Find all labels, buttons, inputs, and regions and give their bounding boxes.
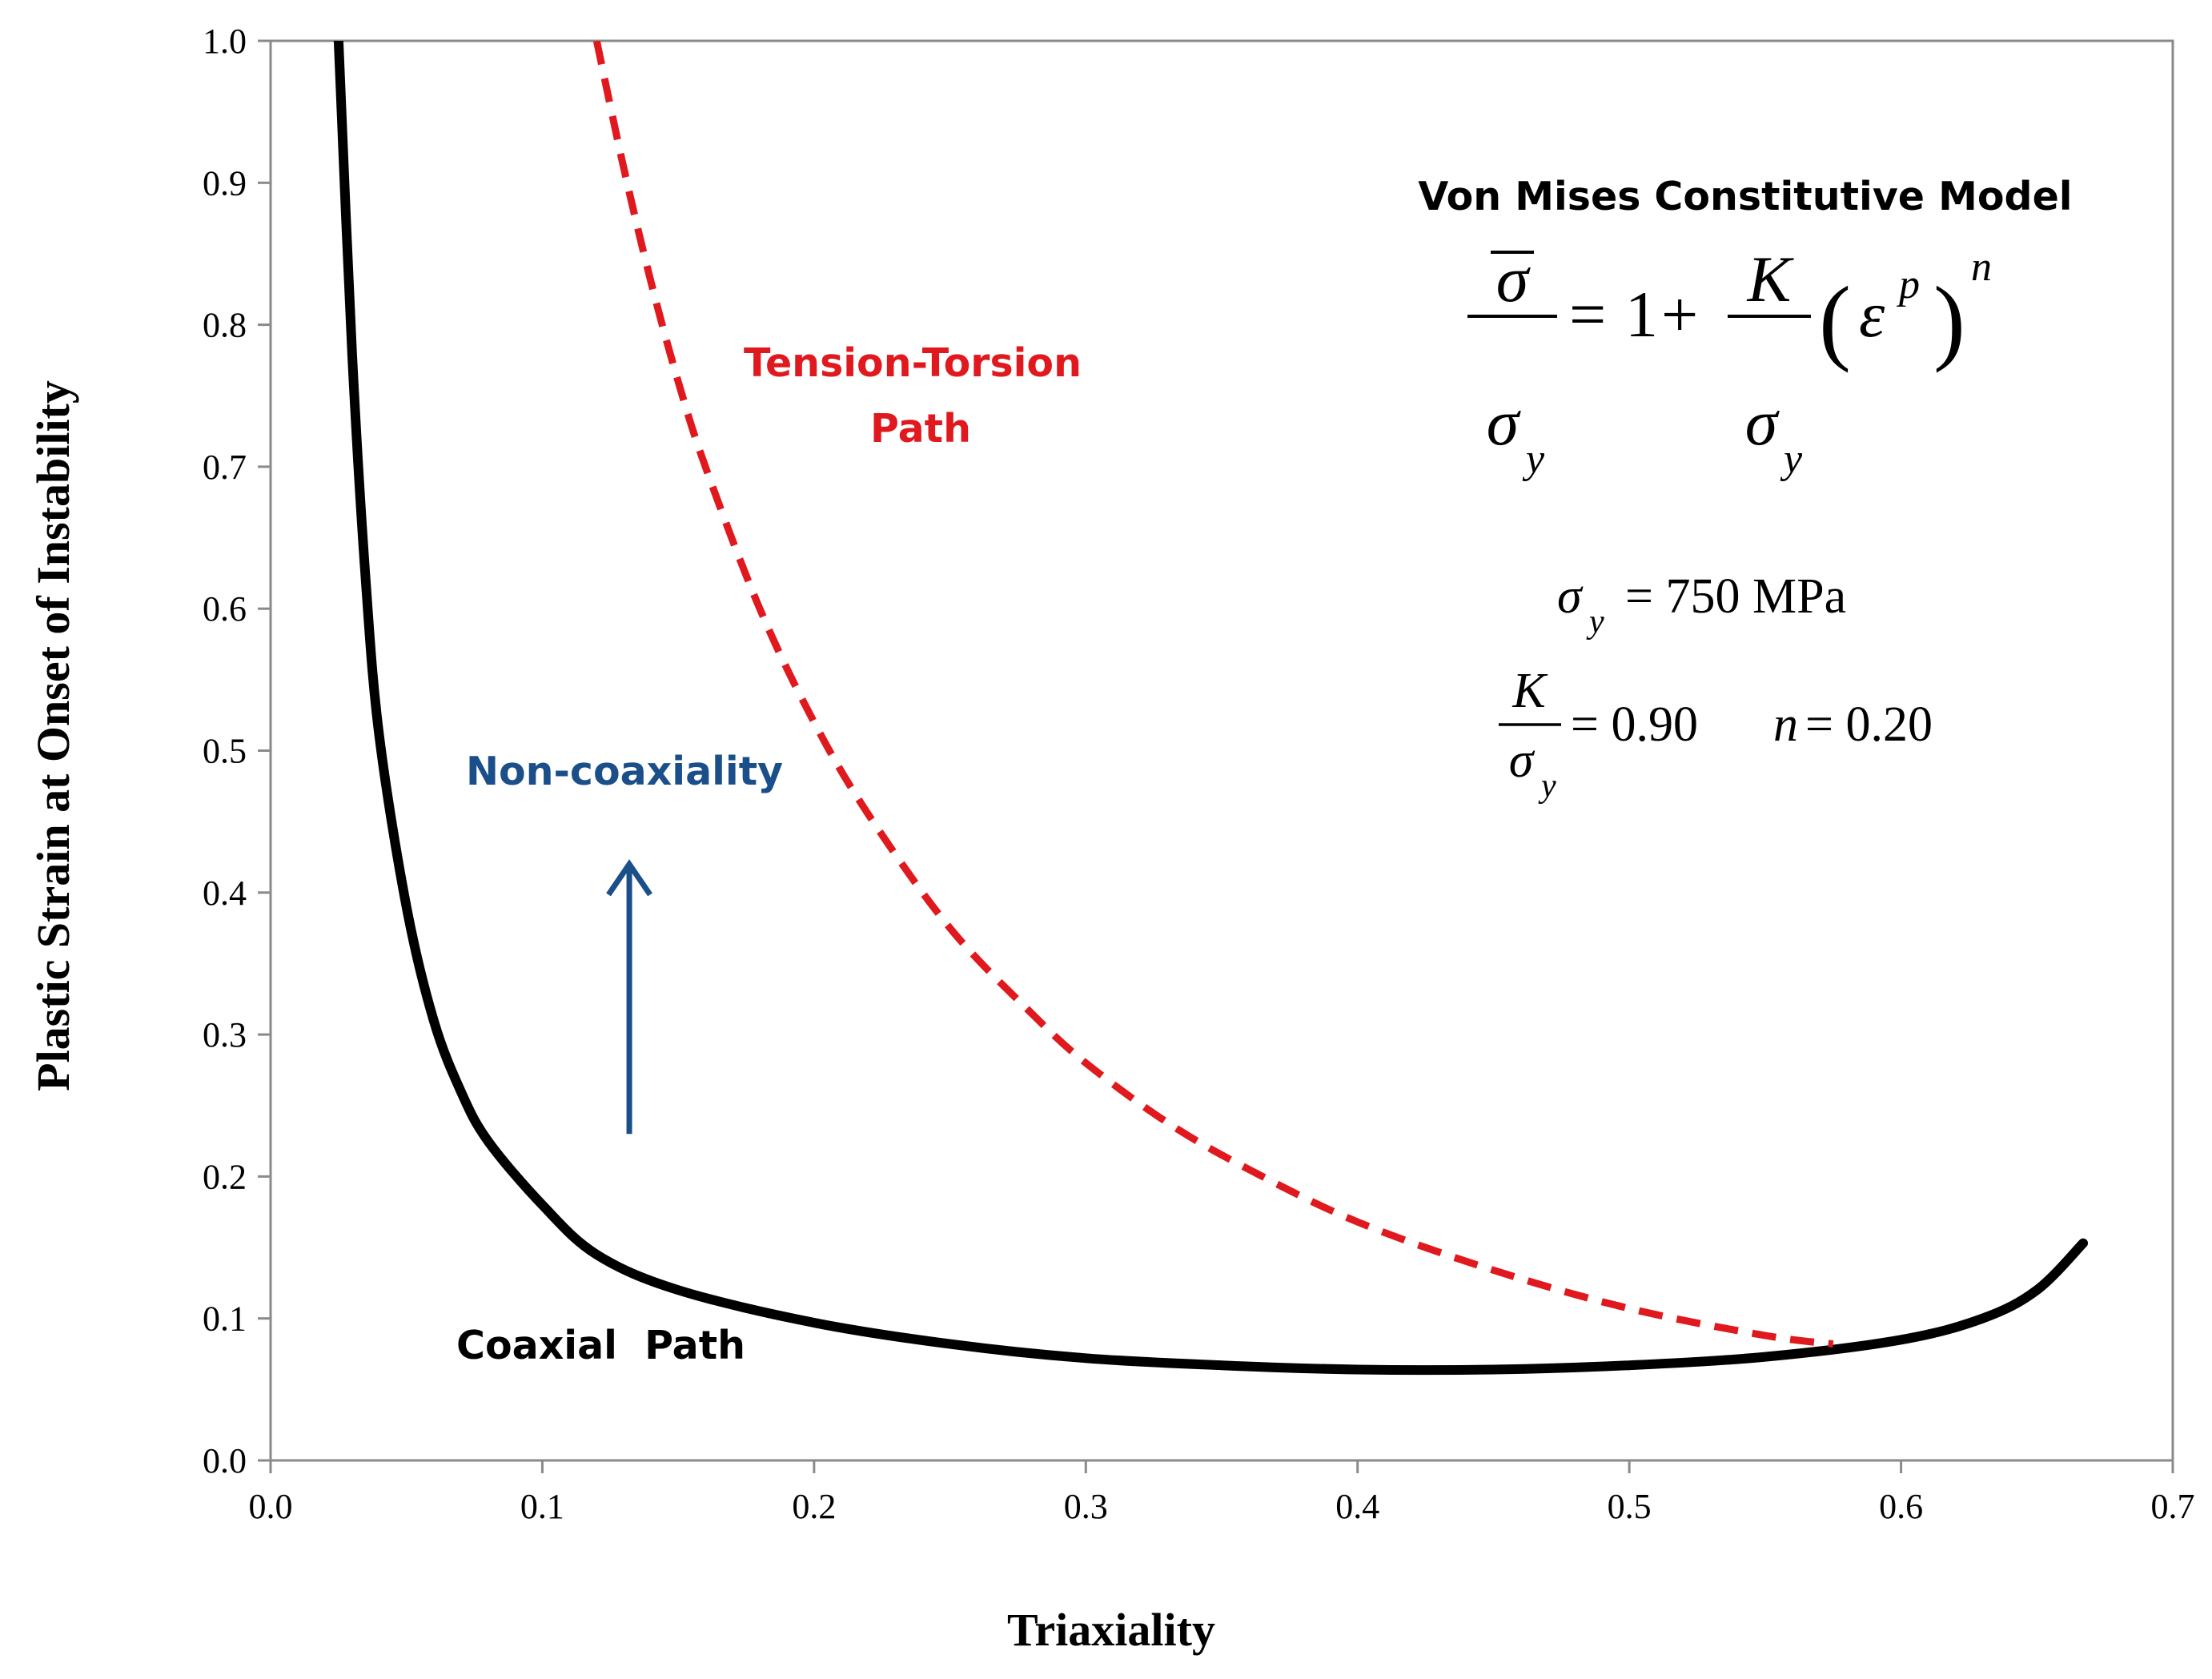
svg-text:y: y — [1586, 604, 1604, 641]
y-tick-label: 0.8 — [203, 306, 247, 345]
noncoaxiality-label: Non-coaxiality — [466, 749, 783, 794]
x-tick-label: 0.3 — [1064, 1487, 1108, 1526]
svg-text:y: y — [1538, 768, 1556, 805]
sigma-y-parameter: σ y = 750 MPa — [1557, 569, 1846, 641]
x-tick-label: 0.7 — [2151, 1487, 2195, 1526]
y-tick-label: 0.0 — [203, 1441, 247, 1480]
svg-text:σ: σ — [1496, 243, 1532, 315]
y-tick-label: 0.1 — [203, 1299, 247, 1339]
x-tick-label: 0.4 — [1335, 1487, 1379, 1526]
constitutive-equation: σ σ y = 1 + K σ y ( ε p ) n — [1467, 243, 1992, 482]
svg-text:n: n — [1773, 697, 1798, 752]
y-tick-label: 0.3 — [203, 1015, 247, 1054]
y-tick-label: 0.5 — [203, 732, 247, 771]
svg-text:y: y — [1522, 436, 1545, 482]
y-tick-label: 0.9 — [203, 163, 247, 203]
svg-text:K: K — [1747, 243, 1795, 315]
svg-text:): ) — [1933, 267, 1965, 373]
svg-text:σ: σ — [1745, 386, 1780, 459]
x-axis-title: Triaxiality — [1007, 1604, 1215, 1656]
svg-text:(: ( — [1819, 267, 1851, 373]
coaxial-path-label: Coaxial Path — [456, 1323, 745, 1368]
noncoaxiality-arrow — [606, 859, 652, 1135]
svg-text:= 750 MPa: = 750 MPa — [1625, 569, 1846, 624]
svg-text:σ: σ — [1509, 733, 1536, 788]
x-tick-label: 0.6 — [1879, 1487, 1923, 1526]
svg-text:n: n — [1971, 244, 1992, 290]
model-title: Von Mises Constitutive Model — [1418, 174, 2072, 219]
svg-text:+: + — [1661, 278, 1698, 351]
svg-text:1: 1 — [1625, 278, 1658, 351]
tension-torsion-label-line2: Path — [870, 406, 971, 452]
svg-text:K: K — [1511, 664, 1548, 718]
y-tick-label: 0.7 — [203, 448, 247, 487]
svg-text:= 0.90: = 0.90 — [1571, 697, 1698, 752]
svg-text:= 0.20: = 0.20 — [1805, 697, 1933, 752]
coaxial-path-line — [333, 41, 2088, 1376]
x-tick-label: 0.5 — [1608, 1487, 1652, 1526]
x-tick-label: 0.1 — [520, 1487, 564, 1526]
tension-torsion-label-line1: Tension-Torsion — [744, 340, 1082, 386]
svg-text:=: = — [1569, 278, 1606, 351]
svg-text:σ: σ — [1557, 569, 1584, 624]
y-tick-label: 0.2 — [203, 1157, 247, 1196]
y-tick-label: 0.6 — [203, 589, 247, 629]
svg-text:y: y — [1780, 436, 1803, 482]
svg-text:ε: ε — [1859, 278, 1885, 351]
tension-torsion-path-line — [592, 41, 1834, 1348]
svg-text:σ: σ — [1487, 386, 1522, 459]
y-tick-label: 1.0 — [203, 22, 247, 61]
k-n-parameters: K σ y = 0.90 n = 0.20 — [1499, 664, 1933, 805]
svg-text:p: p — [1896, 262, 1920, 307]
x-tick-label: 0.2 — [792, 1487, 836, 1526]
y-tick-label: 0.4 — [203, 874, 247, 913]
y-axis-title: Plastic Strain at Onset of Instability — [27, 380, 79, 1091]
x-tick-label: 0.0 — [249, 1487, 293, 1526]
